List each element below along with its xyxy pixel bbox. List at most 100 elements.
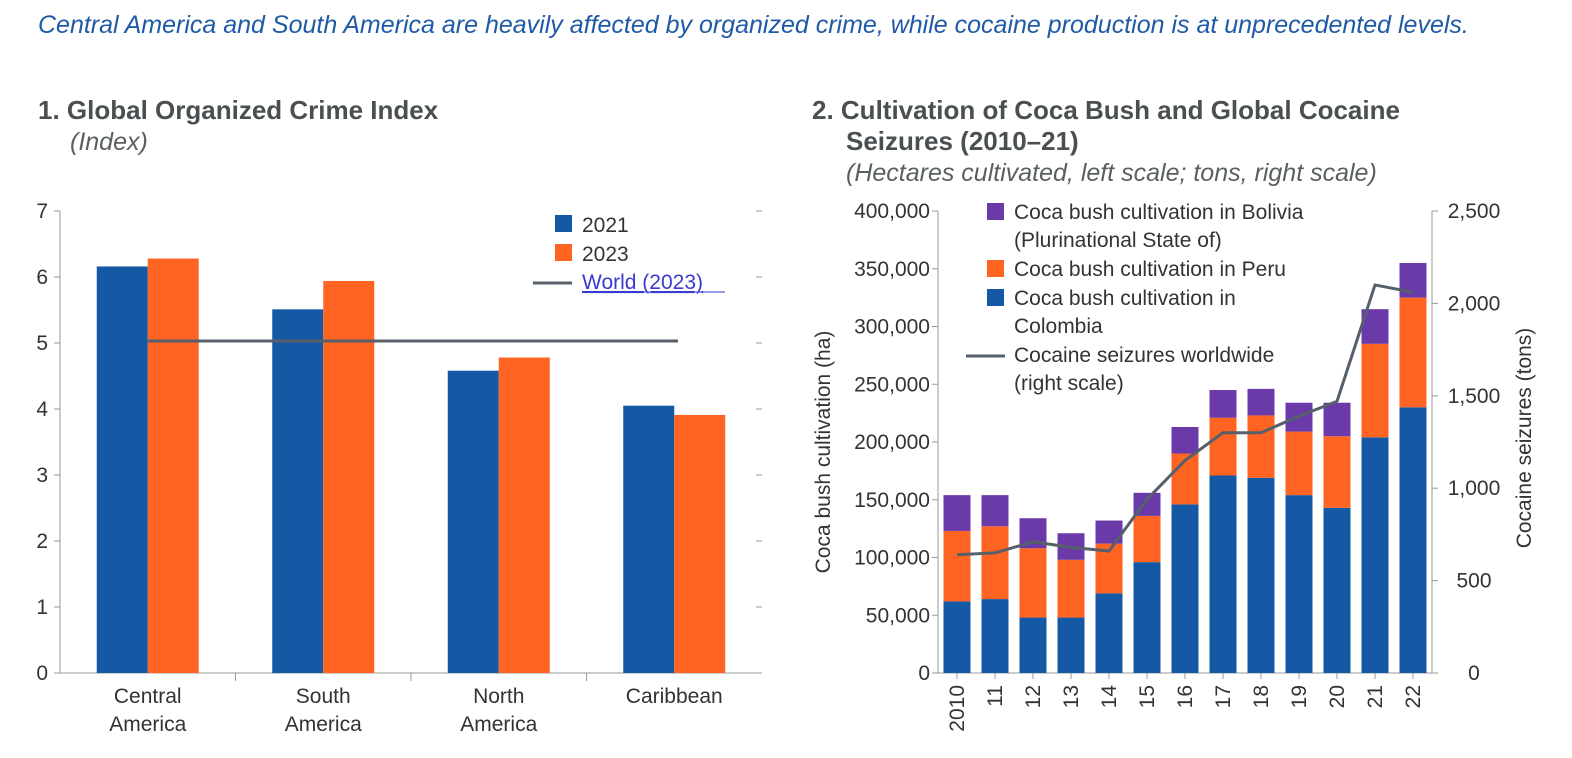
y-tick-label: 2 <box>36 530 48 553</box>
legend-swatch-2023 <box>555 244 572 261</box>
bar-2021 <box>96 266 148 673</box>
stacked-bar-segment <box>1361 437 1389 673</box>
legend-swatch-2021 <box>555 215 572 232</box>
bar-2023 <box>323 280 375 673</box>
x-tick-label: 13 <box>1060 685 1083 708</box>
y2-tick-label: 2,000 <box>1448 292 1501 315</box>
y-tick-label: 400,000 <box>854 200 930 223</box>
y-axis-title: Coca bush cultivation (ha) <box>812 331 835 574</box>
stacked-bar-segment <box>1247 415 1275 478</box>
stacked-bar-segment <box>1399 262 1427 298</box>
stacked-bar-segment <box>943 601 971 673</box>
stacked-bar-segment <box>981 526 1009 600</box>
y2-tick-label: 0 <box>1468 662 1480 685</box>
y-tick-label: 4 <box>36 398 48 421</box>
legend-label-2021: 2021 <box>582 214 629 237</box>
panel1-title: 1. Global Organized Crime Index <box>38 95 439 125</box>
y-tick-label: 150,000 <box>854 489 930 512</box>
y-tick-label: 200,000 <box>854 431 930 454</box>
x-tick-label: 15 <box>1136 685 1159 708</box>
stacked-bar-segment <box>1171 504 1199 673</box>
y2-tick-label: 2,500 <box>1448 200 1501 223</box>
legend-label-bolivia: Coca bush cultivation in Bolivia <box>1014 201 1304 224</box>
y2-tick-label: 500 <box>1456 570 1491 593</box>
stacked-bar-segment <box>1323 507 1351 673</box>
stacked-bar-segment <box>1209 417 1237 476</box>
stacked-bar-segment <box>1361 343 1389 438</box>
stacked-bar-segment <box>1209 390 1237 418</box>
legend-label-seizures: Cocaine seizures worldwide <box>1014 344 1274 367</box>
y-tick-label: 100,000 <box>854 547 930 570</box>
stacked-bar-segment <box>1399 297 1427 408</box>
stacked-bar-segment <box>1323 402 1351 437</box>
stacked-bar-segment <box>1399 407 1427 673</box>
y2-tick-label: 1,500 <box>1448 385 1501 408</box>
y-tick-label: 0 <box>36 662 48 685</box>
stacked-bar-segment <box>1095 520 1123 544</box>
x-tick-label: Central <box>114 685 182 708</box>
y2-tick-label: 1,000 <box>1448 477 1501 500</box>
bar-2021 <box>623 405 675 673</box>
x-tick-label: South <box>296 685 351 708</box>
panel2-subtitle: (Hectares cultivated, left scale; tons, … <box>846 159 1377 187</box>
y-tick-label: 250,000 <box>854 373 930 396</box>
stacked-bar-segment <box>981 599 1009 673</box>
x-tick-label: 11 <box>984 685 1007 707</box>
panel2-title-line2: Seizures (2010–21) <box>846 126 1079 156</box>
x-tick-label: 20 <box>1326 685 1349 708</box>
x-tick-label: 14 <box>1098 685 1121 709</box>
y-tick-label: 3 <box>36 464 48 487</box>
stacked-bar-segment <box>943 495 971 531</box>
panel1-subtitle: (Index) <box>70 128 148 156</box>
stacked-bar-segment <box>1095 593 1123 673</box>
x-tick-label: North <box>473 685 524 708</box>
legend-swatch-bolivia <box>987 203 1004 220</box>
stacked-bar-segment <box>1057 617 1085 673</box>
y-tick-label: 7 <box>36 200 48 223</box>
legend-label-bolivia-2: (Plurinational State of) <box>1014 229 1222 252</box>
bar-2023 <box>674 414 726 673</box>
legend-label-peru: Coca bush cultivation in Peru <box>1014 258 1286 281</box>
seizures-line <box>956 283 1414 557</box>
legend-label-seizures-2: (right scale) <box>1014 372 1124 395</box>
x-tick-label: 2010 <box>946 685 969 732</box>
x-tick-label: 17 <box>1212 685 1235 708</box>
stacked-bar-segment <box>1133 515 1161 563</box>
panel2-title-line1: 2. Cultivation of Coca Bush and Global C… <box>812 95 1400 125</box>
stacked-bar-segment <box>1019 617 1047 673</box>
bar-2023 <box>147 258 199 673</box>
y-tick-label: 6 <box>36 266 48 289</box>
y-tick-label: 5 <box>36 332 48 355</box>
x-tick-label: 16 <box>1174 685 1197 708</box>
legend-label-colombia-2: Colombia <box>1014 315 1103 338</box>
bar-2021 <box>447 370 499 673</box>
stacked-bar-segment <box>981 495 1009 527</box>
y-tick-label: 350,000 <box>854 258 930 281</box>
stacked-bar-segment <box>943 530 971 602</box>
x-tick-label: America <box>285 713 362 736</box>
stacked-bar-segment <box>1285 431 1313 496</box>
stacked-bar-segment <box>1019 548 1047 618</box>
stacked-bar-segment <box>1171 426 1199 454</box>
legend-label-colombia: Coca bush cultivation in <box>1014 287 1236 310</box>
y-tick-label: 300,000 <box>854 316 930 339</box>
x-tick-label: 18 <box>1250 685 1273 708</box>
x-tick-label: 12 <box>1022 685 1045 708</box>
y2-axis-title: Cocaine seizures (tons) <box>1513 328 1536 549</box>
stacked-bar-segment <box>1209 475 1237 673</box>
stacked-bar-segment <box>1247 477 1275 673</box>
legend-label-2023: 2023 <box>582 243 629 266</box>
legend-swatch-peru <box>987 260 1004 277</box>
x-tick-label: Caribbean <box>626 685 723 708</box>
stacked-bar-segment <box>1247 388 1275 416</box>
y-tick-label: 0 <box>918 662 930 685</box>
legend-label-world: World (2023) <box>582 271 703 294</box>
bar-2023 <box>498 357 550 673</box>
legend-swatch-colombia <box>987 289 1004 306</box>
stacked-bar-segment <box>1133 562 1161 673</box>
x-tick-label: America <box>460 713 537 736</box>
stacked-bar-segment <box>1057 559 1085 618</box>
y-tick-label: 50,000 <box>866 604 930 627</box>
